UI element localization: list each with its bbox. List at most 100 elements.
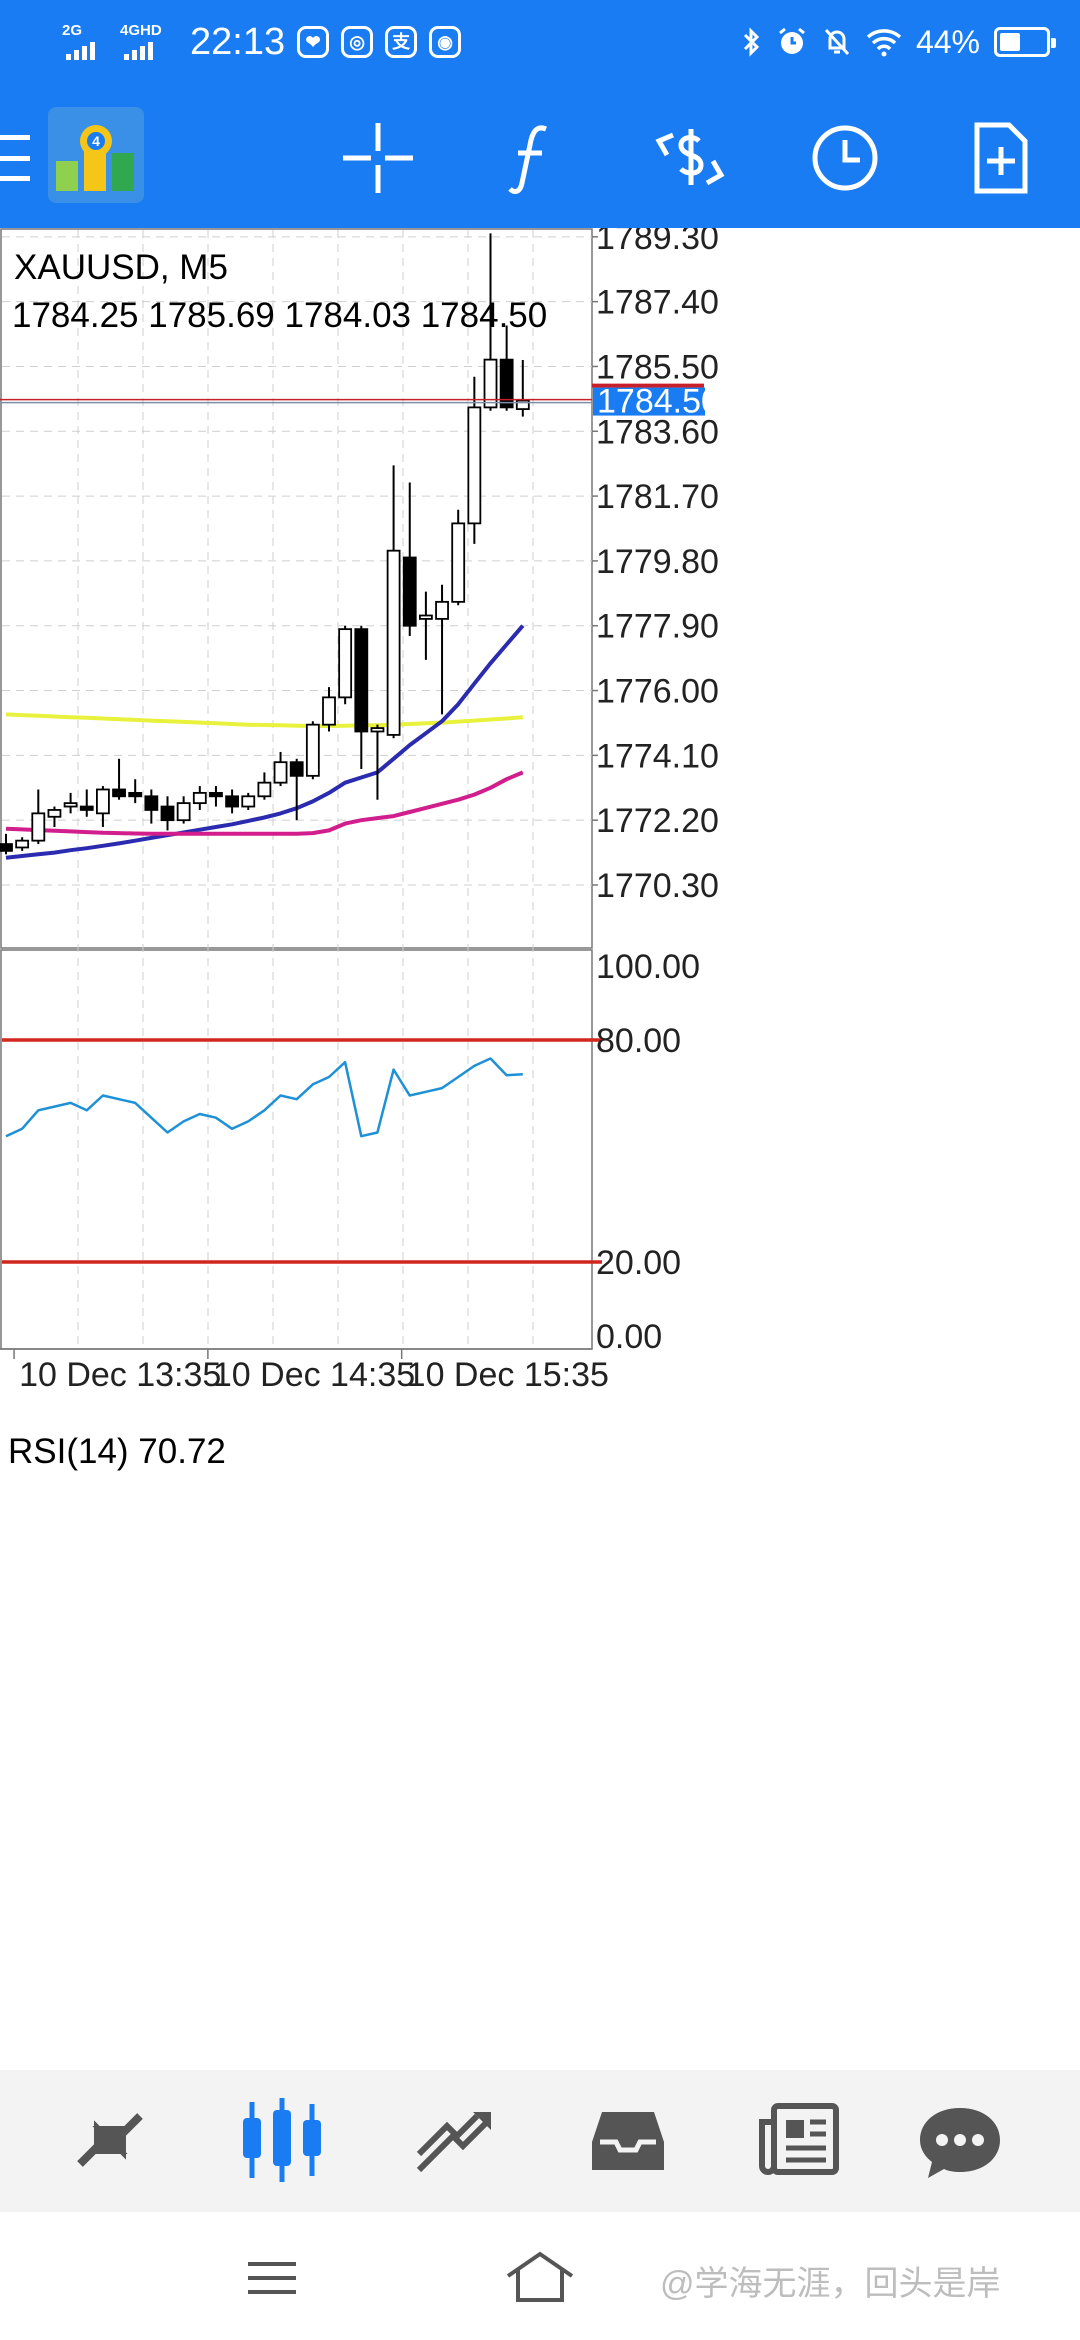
app-toolbar: 4 [0,85,1080,228]
candle-body-bullish [322,696,336,726]
candle [418,591,433,660]
menu-icon[interactable] [0,135,30,181]
recent-apps-icon[interactable] [222,2242,322,2312]
candle-body-bullish [370,727,385,733]
trade-symbol-icon[interactable] [645,113,735,203]
candle [338,625,353,705]
history-icon[interactable] [578,2090,678,2190]
candle-body-bullish [483,358,498,409]
rsi-pane-frame [0,949,593,1350]
chart-icon[interactable] [232,2090,332,2190]
candle [176,796,191,824]
new-document-icon[interactable] [955,113,1045,203]
candle [160,796,175,831]
candle-body-bearish [225,795,240,808]
chart-area[interactable]: 1791.201789.301787.401785.501783.601781.… [0,228,1080,2060]
clock-icon[interactable] [800,113,890,203]
main-pane-frame [0,228,593,949]
system-nav: @学海无涯，回头是岸 [0,2212,1080,2340]
candle [128,779,143,804]
home-icon[interactable] [490,2242,590,2312]
candle-body-bullish [515,399,530,410]
candle [402,482,417,636]
candle-body-bearish [402,556,417,627]
candle-body-bullish [435,600,449,620]
rsi-tick-label: 20.00 [596,1244,681,1282]
ohlc-label: 1784.25 1785.69 1784.03 1784.50 [12,296,548,335]
svg-text:4: 4 [92,133,100,149]
candle-body-bearish [128,791,143,798]
price-tick-label: 1779.80 [596,543,719,581]
candle [467,376,482,544]
candle [386,465,401,739]
candle-body-bullish [418,614,433,620]
price-tick-label: 1776.00 [596,673,719,711]
time-tick-label: 10 Dec 13:35 [19,1356,221,1394]
messages-icon[interactable] [910,2090,1010,2190]
candle [354,625,369,770]
time-tick-label: 10 Dec 15:35 [407,1356,609,1394]
candle [435,584,449,715]
candle-body-bullish [338,628,353,699]
bluetooth-icon [743,27,760,57]
candle [451,509,466,606]
current-price-label: 1784.50 [597,383,720,421]
candle [79,789,94,817]
price-tick-label: 1789.30 [596,228,719,257]
candle-body-bullish [31,812,46,842]
chart-canvas[interactable]: 1791.201789.301787.401785.501783.601781.… [0,228,1080,2060]
candle [289,758,304,821]
crosshair-icon[interactable] [333,113,423,203]
candle-body-bearish [144,795,159,811]
candle-body-bullish [47,809,62,818]
candle [144,789,159,824]
candle [0,833,13,855]
candle-body-bearish [112,788,126,798]
price-tick-label: 1781.70 [596,478,719,516]
alarm-icon [779,27,805,54]
clock-time: 22:13 [190,20,286,63]
candle-body-bearish [209,791,223,798]
status-bar: 2G 4GHD 22:13 ❤ ◎ 支 ◉ 44% [0,0,1080,85]
candle [257,772,272,800]
bottom-nav [0,2070,1080,2212]
candle-body-bullish [63,802,78,808]
candle [241,792,256,810]
price-tick-label: 1772.20 [596,802,719,840]
watermark-text: @学海无涯，回头是岸 [660,2265,1001,2303]
candle-body-bullish [467,406,482,525]
symbol-label: XAUUSD, M5 [14,248,228,287]
candle [31,789,46,845]
news-icon[interactable] [750,2090,850,2190]
candle [483,233,498,411]
candle-body-bullish [257,781,272,798]
candle-body-bearish [499,358,514,409]
price-tick-label: 1787.40 [596,284,719,322]
quotes-icon[interactable] [60,2090,160,2190]
battery-percent: 44% [915,23,980,60]
rsi-line [5,1057,523,1138]
candle [305,721,320,780]
rsi-tick-label: 80.00 [596,1022,681,1060]
candle [209,786,223,807]
candle-body-bullish [451,522,466,603]
moving-average-line [5,624,525,860]
app-notification-icon: ◎ [341,26,374,58]
price-tick-label: 1783.60 [596,413,719,451]
sim1-label: 2G [62,22,83,39]
alipay-notification-icon: 支 [385,26,418,58]
candle-body-bullish [15,839,30,849]
moving-average-line [5,770,524,836]
candle-body-bullish [241,795,256,808]
signal-sim1-icon: 2G [62,22,108,62]
candle-body-bearish [79,805,94,811]
candle-body-bearish [0,843,13,852]
candle-body-bearish [160,805,175,822]
function-icon[interactable] [488,113,578,203]
metatrader-logo[interactable]: 4 [48,107,144,203]
trade-icon[interactable] [405,2090,505,2190]
candle-body-bullish [386,549,401,736]
app-notification-icon: ❤ [297,26,330,58]
candle [225,789,240,814]
rsi-label: RSI(14) 70.72 [8,1432,226,1471]
